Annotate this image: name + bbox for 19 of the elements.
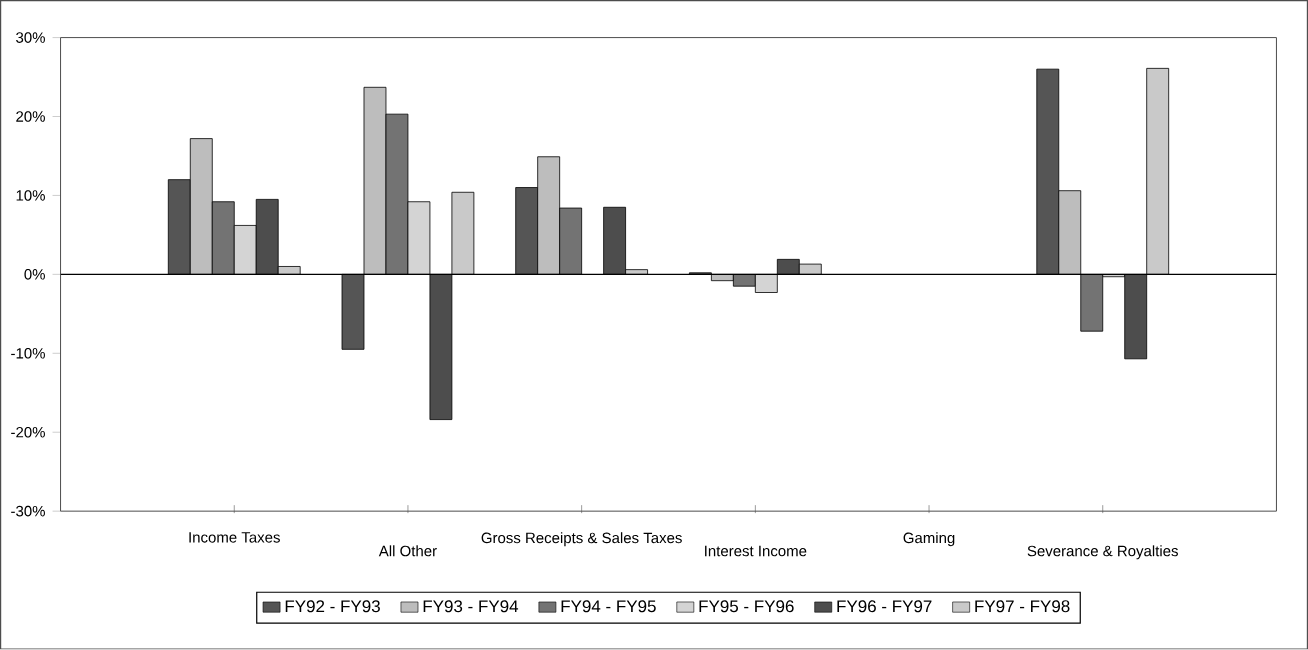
- y-tick-label: -20%: [11, 427, 45, 438]
- y-tick-label: -10%: [11, 348, 45, 359]
- y-tick-label: 10%: [16, 190, 45, 201]
- x-tick-label: Gaming: [903, 532, 955, 547]
- legend-label: FY92 - FY93: [285, 600, 380, 613]
- y-tick-label: 20%: [16, 111, 45, 123]
- x-tick-label: Income Taxes: [189, 532, 280, 543]
- y-tick-label: 0%: [24, 269, 45, 280]
- legend-label: FY95 - FY96: [699, 600, 794, 613]
- legend-label: FY93 - FY94: [423, 600, 519, 613]
- y-tick-label: 30%: [16, 32, 45, 44]
- legend-label: FY97 - FY98: [975, 600, 1070, 613]
- legend-label: FY94 - FY95: [561, 600, 656, 613]
- x-tick-label: Gross Receipts & Sales Taxes: [481, 532, 682, 547]
- x-tick-label: All Other: [378, 545, 437, 557]
- x-tick-label: Interest Income: [705, 546, 807, 557]
- x-tick-label: Severance & Royalties: [1027, 545, 1178, 560]
- y-tick-label: -30%: [11, 506, 45, 517]
- legend-label: FY96 - FY97: [837, 600, 932, 613]
